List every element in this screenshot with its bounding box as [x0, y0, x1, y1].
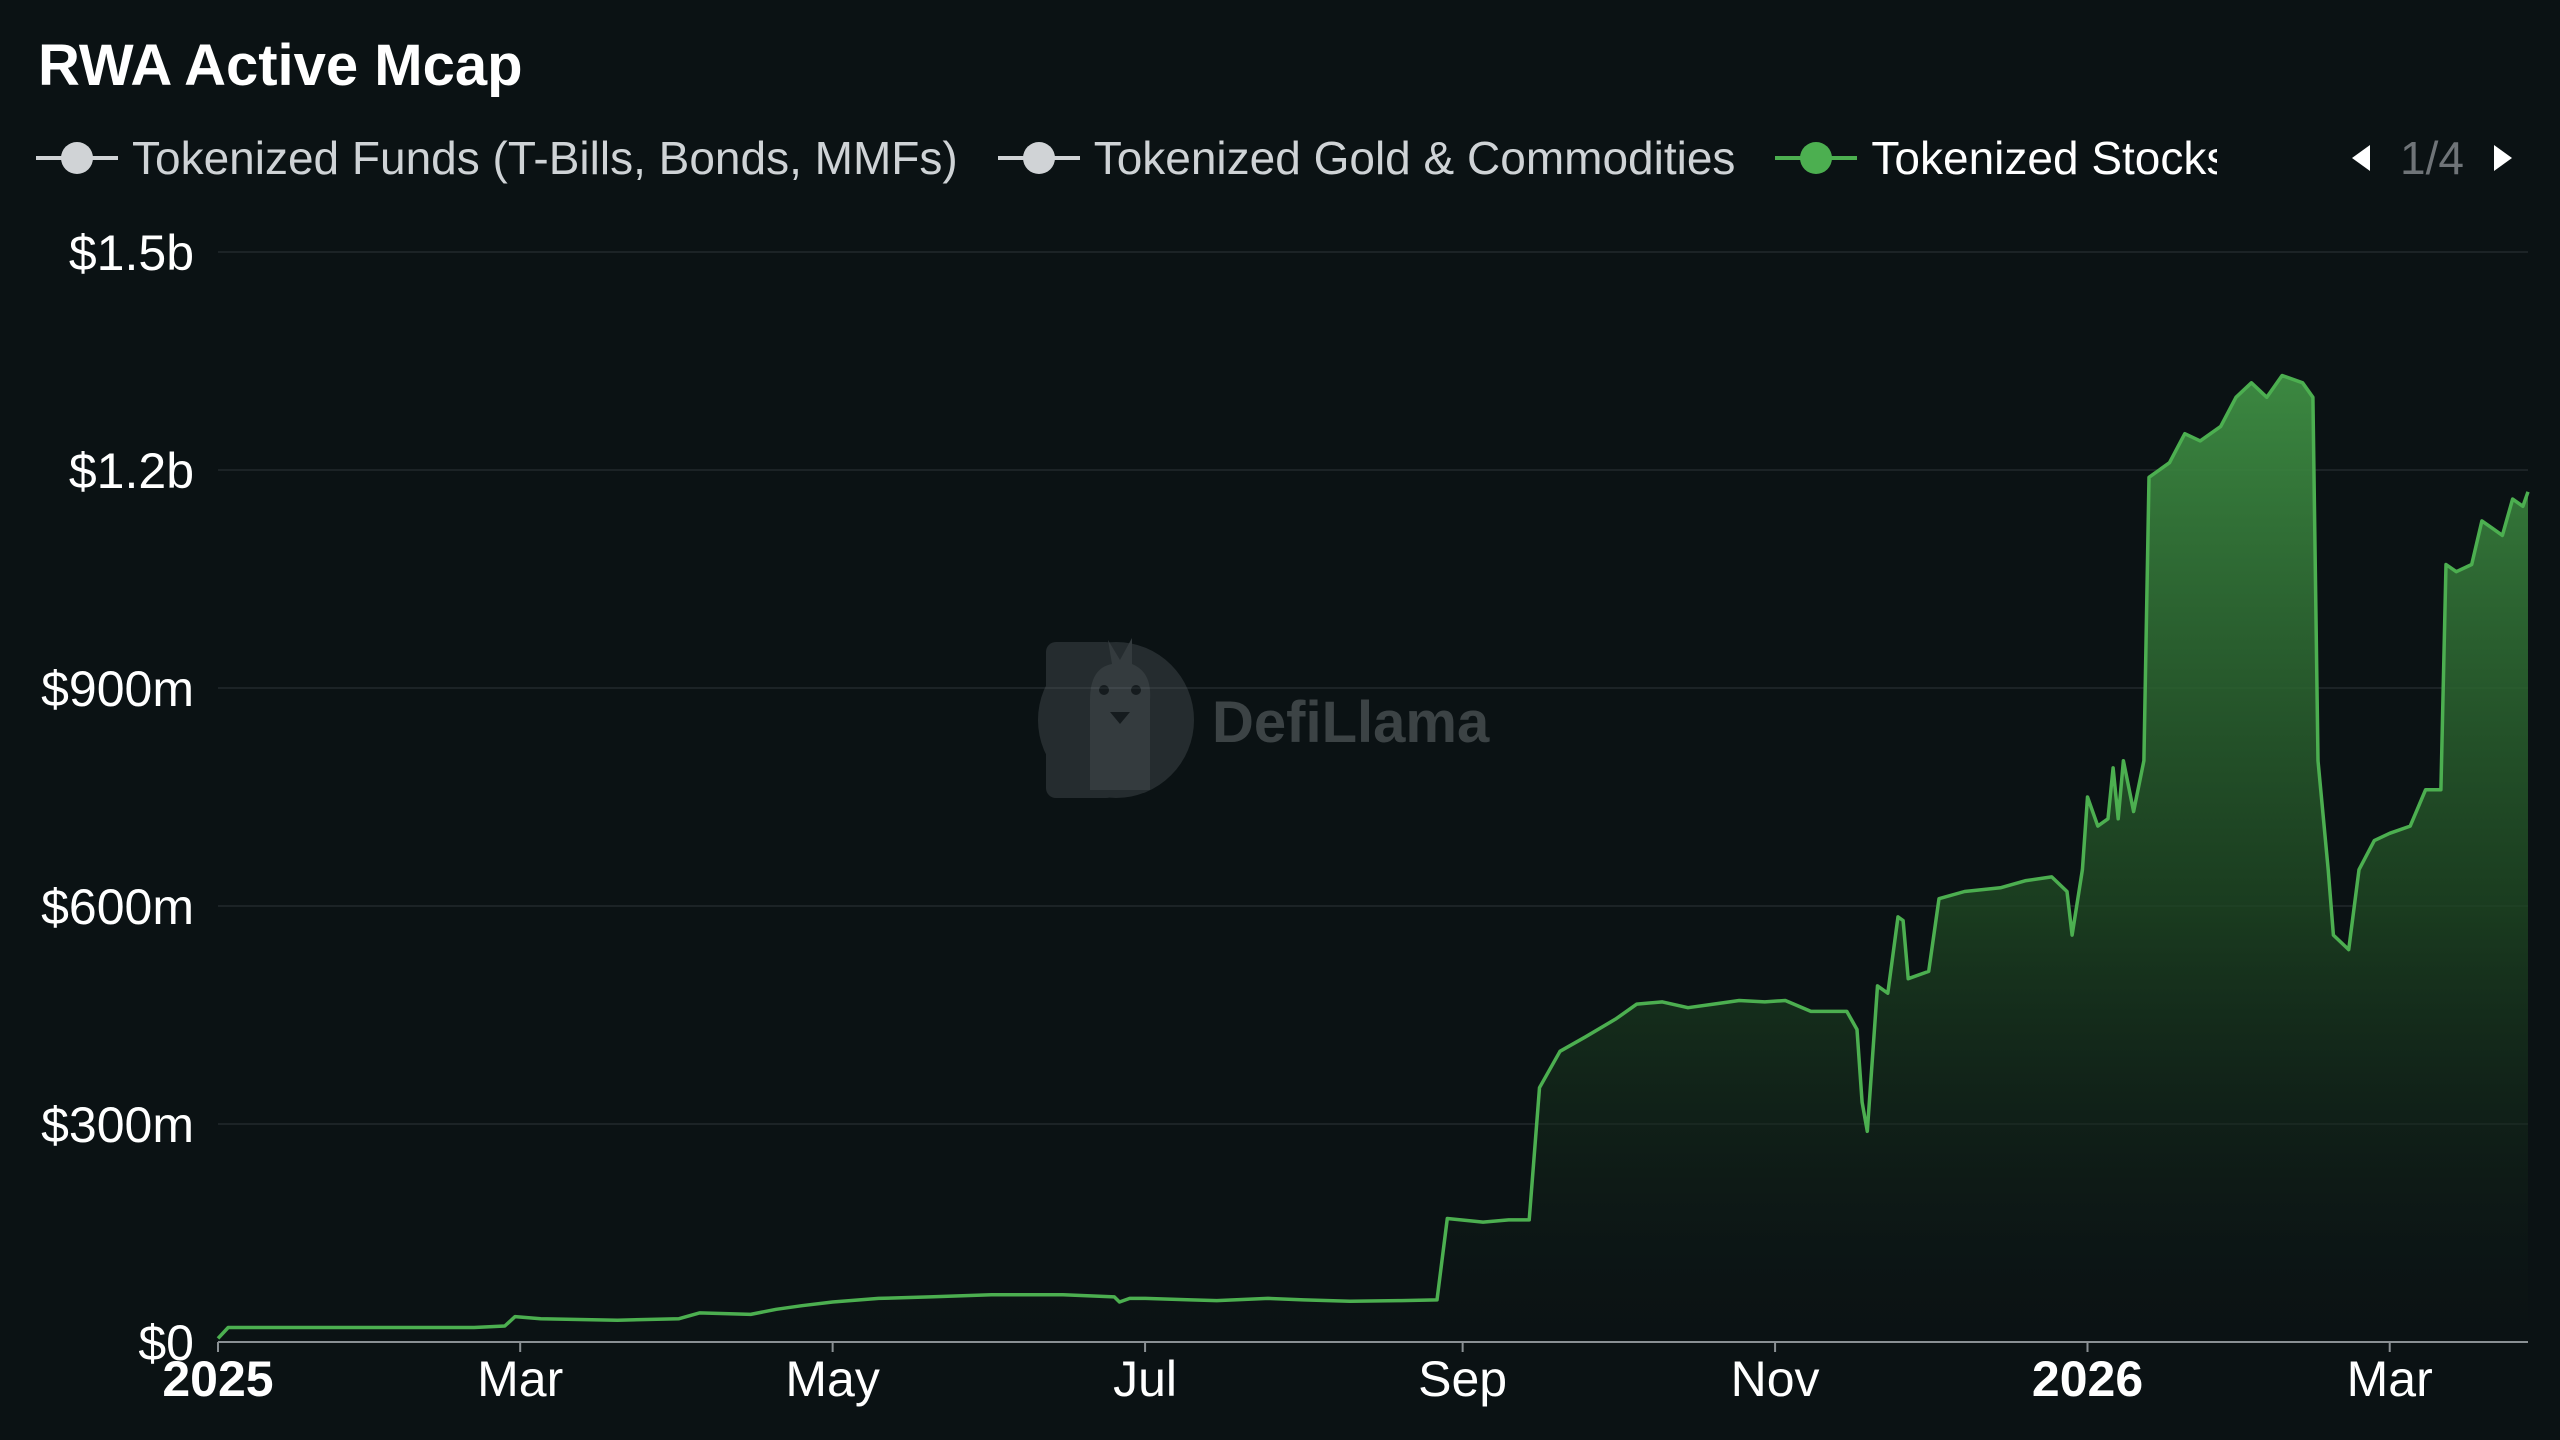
y-tick-label: $300m [41, 1097, 194, 1153]
llama-logo-icon [1038, 638, 1194, 798]
x-tick-label: Jul [1113, 1351, 1177, 1407]
x-tick-label: Mar [2347, 1351, 2433, 1407]
legend-label: Tokenized Gold & Commodities [1093, 132, 1736, 184]
y-tick-label: $0 [138, 1315, 194, 1371]
legend-label-clip: Tokenized Stocks [1871, 128, 2217, 188]
y-tick-label: $600m [41, 879, 194, 935]
x-tick-label: Mar [477, 1351, 563, 1407]
legend-pager: 1/4 [2340, 124, 2524, 192]
legend-label: Tokenized Funds (T-Bills, Bonds, MMFs) [132, 132, 958, 184]
y-tick-label: $1.2b [69, 443, 194, 499]
y-tick-label: $900m [41, 661, 194, 717]
triangle-left-icon [2352, 145, 2370, 171]
chart-title: RWA Active Mcap [38, 33, 523, 98]
x-tick-label: Nov [1731, 1351, 1820, 1407]
legend: Tokenized Funds (T-Bills, Bonds, MMFs) T… [36, 124, 2257, 192]
axis-layer: $0 $300m $600m $900m $1.2b $1.5b 2025 Mar May Jul… [41, 225, 2528, 1407]
watermark-text: DefiLlama [1212, 690, 1490, 755]
legend-item-tokenized-gold[interactable]: Tokenized Gold & Commodities [997, 128, 1736, 188]
x-tick-label: May [785, 1351, 879, 1407]
legend-item-tokenized-stocks[interactable]: Tokenized Stocks [1775, 128, 2217, 188]
watermark: DefiLlama [1038, 638, 1490, 798]
legend-item-tokenized-funds[interactable]: Tokenized Funds (T-Bills, Bonds, MMFs) [36, 128, 958, 188]
y-tick-label: $1.5b [69, 225, 194, 281]
x-tick-label: 2025 [162, 1351, 273, 1407]
legend-next-button[interactable] [2480, 136, 2524, 180]
legend-page-indicator: 1/4 [2400, 132, 2464, 184]
triangle-right-icon [2493, 145, 2512, 171]
series-line-tokenized-stocks [216, 373, 2530, 1340]
legend-marker-icon [36, 142, 118, 174]
legend-prev-button[interactable] [2340, 136, 2384, 180]
legend-marker-icon [1775, 142, 1858, 174]
x-tick-label: Sep [1418, 1351, 1507, 1407]
x-tick-label: 2026 [2032, 1351, 2143, 1407]
series-area-tokenized-stocks [218, 375, 2528, 1342]
legend-marker-icon [997, 142, 1080, 174]
legend-label: Tokenized Stocks [1871, 132, 2218, 184]
